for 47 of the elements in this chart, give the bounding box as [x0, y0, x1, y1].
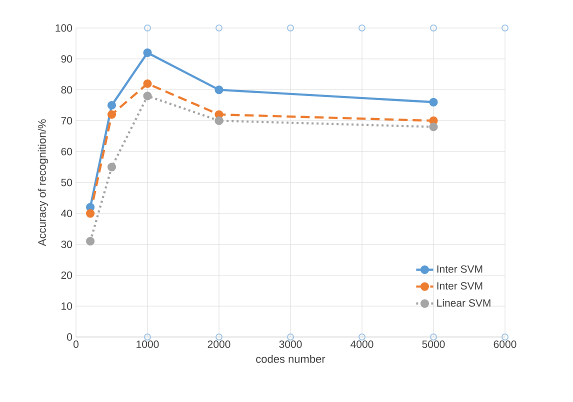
x-tick-label: 4000	[350, 340, 374, 348]
point	[214, 116, 224, 125]
point	[107, 110, 116, 119]
point	[287, 24, 294, 32]
point	[358, 24, 366, 32]
x-axis-title: codes number	[256, 354, 326, 363]
point	[429, 98, 438, 106]
x-tick-label: 1000	[136, 340, 159, 348]
point	[107, 100, 116, 110]
y-axis-title: Accuracy of recognition/%	[38, 119, 48, 246]
x-tick-label: 6000	[494, 340, 516, 348]
y-tick-label: 100	[56, 24, 72, 32]
x-tick-label: 2000	[208, 340, 230, 348]
point	[214, 85, 224, 94]
legend-label: Inter SVM	[437, 265, 482, 273]
y-tick-label: 20	[61, 271, 72, 279]
y-tick-label: 10	[62, 302, 72, 310]
legend-label: Linear SVM	[437, 298, 490, 307]
point	[358, 334, 366, 340]
point	[144, 24, 151, 32]
point	[216, 334, 222, 340]
point	[502, 334, 508, 340]
point	[430, 24, 437, 32]
point	[107, 162, 116, 172]
legend-label: Inter SVM	[437, 282, 482, 290]
point	[144, 334, 151, 340]
y-tick-label: 30	[61, 240, 72, 248]
x-tick-label: 0	[73, 340, 79, 348]
point	[429, 122, 438, 132]
point	[287, 334, 294, 340]
y-tick-label: 40	[61, 210, 72, 218]
x-tick-label: 5000	[422, 340, 445, 348]
point	[502, 24, 508, 32]
point	[216, 24, 222, 32]
point	[143, 92, 152, 100]
y-tick-label: 60	[61, 148, 72, 156]
y-tick-label: 0	[67, 333, 72, 341]
y-tick-label: 70	[61, 116, 72, 124]
point	[86, 236, 95, 246]
point	[143, 48, 152, 58]
y-tick-label: 80	[61, 86, 72, 94]
x-tick-label: 3000	[279, 340, 302, 348]
y-tick-label: 90	[61, 55, 72, 63]
point	[430, 334, 437, 340]
y-tick-label: 50	[61, 178, 72, 186]
point	[143, 79, 152, 88]
point	[86, 209, 95, 218]
